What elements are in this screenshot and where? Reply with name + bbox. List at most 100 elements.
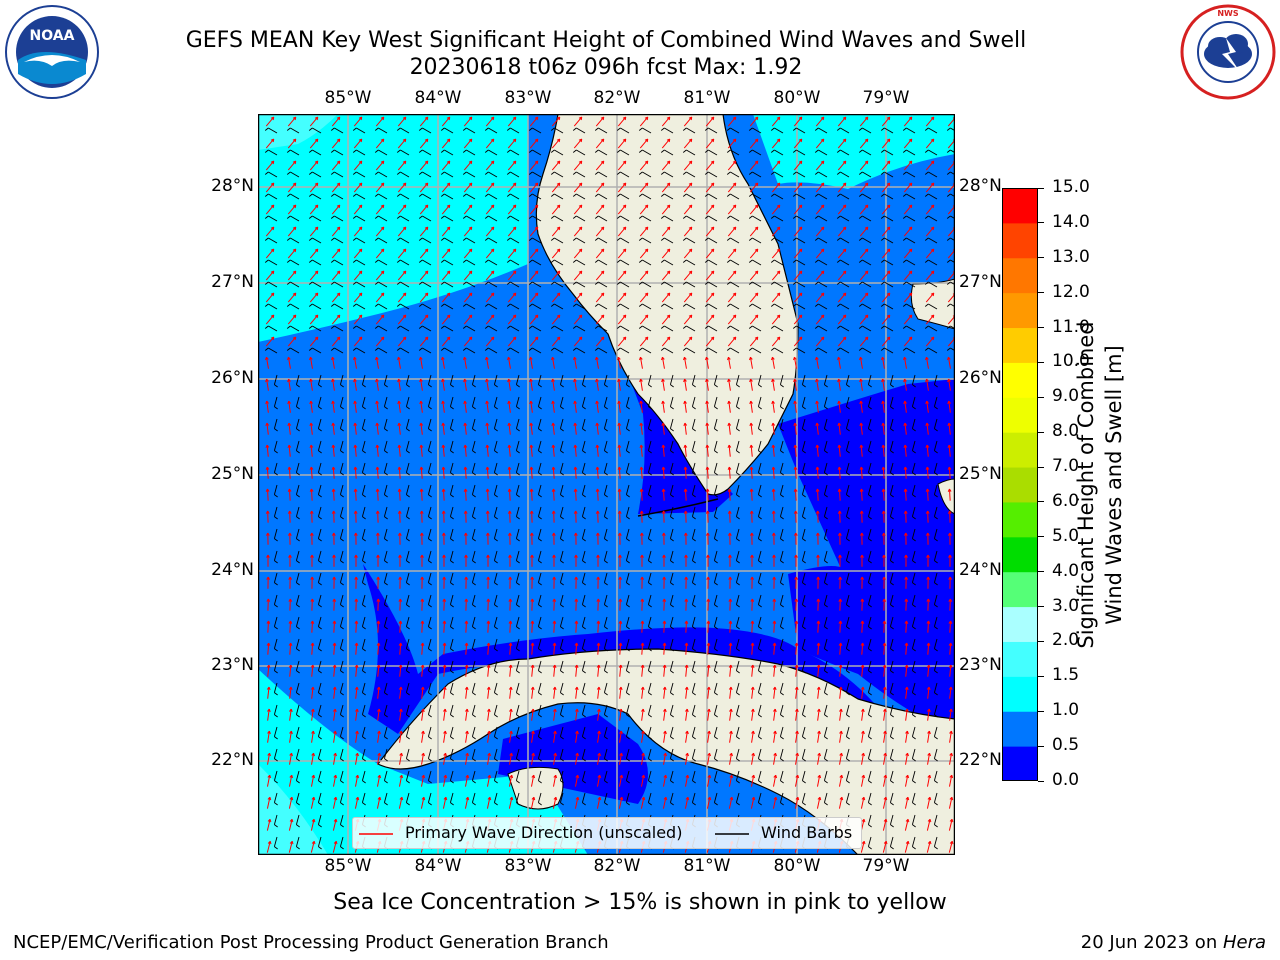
wind-barb	[493, 528, 498, 539]
wind-barb-feather	[946, 149, 951, 153]
wind-barb-feather	[506, 149, 511, 153]
wave-arrow-head	[622, 182, 627, 187]
wind-barb-feather	[868, 472, 872, 476]
wind-barb-feather	[946, 171, 951, 175]
wave-arrow-head	[771, 378, 775, 383]
wind-barb-feather	[924, 303, 929, 307]
wind-barb-feather	[638, 127, 643, 131]
wind-barb	[906, 237, 916, 244]
wind-barb-feather	[770, 281, 775, 285]
wind-barb	[471, 418, 476, 429]
wind-barb-feather	[924, 259, 929, 263]
wind-barb-feather	[846, 384, 850, 388]
wave-direction-arrow	[727, 116, 737, 127]
wave-direction-arrow	[837, 248, 847, 259]
wind-barb	[752, 259, 762, 266]
wave-arrow-head	[622, 270, 627, 275]
wind-barb-feather	[682, 171, 687, 175]
wind-barb	[642, 215, 652, 222]
wave-arrow-head	[270, 314, 275, 319]
wind-barb-feather	[374, 127, 379, 131]
wind-barb-feather	[824, 516, 828, 520]
wind-barb	[708, 127, 718, 134]
wave-arrow-head	[749, 510, 754, 514]
wind-barb	[708, 325, 718, 332]
wind-barb-feather	[912, 560, 916, 564]
colorbar-tick-mark	[1038, 396, 1044, 398]
wave-arrow-head	[309, 356, 313, 361]
wind-barb-feather	[802, 428, 806, 432]
wave-arrow-head	[402, 116, 407, 121]
wave-direction-arrow	[926, 488, 929, 501]
wave-arrow-head	[574, 554, 578, 558]
wave-arrow-head	[622, 160, 627, 165]
wave-direction-arrow	[441, 138, 451, 149]
colorbar-segment	[1002, 397, 1038, 433]
wind-barb	[471, 462, 476, 473]
wind-barb-feather	[286, 215, 291, 219]
wind-barb	[537, 418, 542, 429]
wind-barb-feather	[472, 516, 476, 520]
wave-direction-arrow	[793, 160, 803, 171]
wind-barb-feather	[462, 259, 467, 263]
wave-arrow-head	[402, 270, 407, 275]
wind-barb	[356, 127, 366, 134]
wave-arrow-head	[441, 510, 446, 514]
wave-direction-arrow	[441, 314, 451, 325]
wind-barb	[642, 259, 652, 266]
wave-arrow-head	[644, 226, 649, 231]
wave-arrow-head	[551, 466, 556, 470]
wave-arrow-head	[380, 204, 385, 209]
wave-direction-arrow	[639, 248, 649, 259]
wind-barb-feather	[406, 494, 410, 498]
wave-direction-arrow	[397, 248, 407, 259]
wind-barb	[510, 215, 520, 222]
wind-barb	[840, 149, 850, 156]
wind-barb	[713, 550, 718, 561]
wave-arrow-head	[925, 378, 929, 383]
lon-label-bottom: 83°W	[504, 856, 552, 876]
wind-barb	[774, 215, 784, 222]
wave-arrow-head	[309, 400, 313, 405]
wind-barb	[818, 193, 828, 200]
wave-arrow-head	[644, 292, 649, 297]
wave-arrow-head	[397, 378, 401, 383]
wind-barb-feather	[264, 215, 269, 219]
wind-barb-feather	[880, 281, 885, 285]
wind-barb	[510, 259, 520, 266]
wind-barb	[669, 484, 674, 495]
wind-barb	[493, 462, 498, 473]
wind-barb-feather	[440, 259, 445, 263]
wind-barb	[532, 259, 542, 266]
wave-arrow-head	[512, 182, 517, 187]
wave-arrow-head	[644, 248, 649, 253]
wind-barb-feather	[714, 472, 718, 476]
lon-label-bottom: 82°W	[593, 856, 641, 876]
wave-arrow-head	[402, 226, 407, 231]
wind-barb	[862, 171, 872, 178]
wind-barb	[642, 347, 652, 354]
wind-barb	[647, 506, 652, 517]
legend-barb-label: Wind Barbs	[761, 823, 853, 842]
wind-barb-feather	[418, 149, 423, 153]
wave-direction-arrow	[595, 314, 605, 325]
wind-barb	[928, 325, 938, 332]
wave-arrow-head	[595, 356, 599, 361]
wave-direction-arrow	[683, 270, 693, 281]
wind-barb	[757, 550, 762, 561]
wave-arrow-head	[727, 356, 731, 361]
wind-barb	[466, 149, 476, 156]
wave-arrow-head	[551, 444, 556, 448]
wind-barb-feather	[814, 149, 819, 153]
wave-direction-arrow	[794, 401, 797, 413]
wave-arrow-head	[622, 116, 627, 121]
wave-arrow-head	[622, 248, 627, 253]
wave-arrow-head	[771, 510, 776, 514]
wave-arrow-head	[903, 400, 907, 405]
wind-barb	[356, 215, 366, 222]
wave-direction-arrow	[903, 138, 913, 149]
wind-barb-feather	[462, 215, 467, 219]
wave-direction-arrow	[507, 160, 517, 171]
wave-arrow-head	[727, 422, 732, 427]
wave-arrow-head	[512, 314, 517, 319]
